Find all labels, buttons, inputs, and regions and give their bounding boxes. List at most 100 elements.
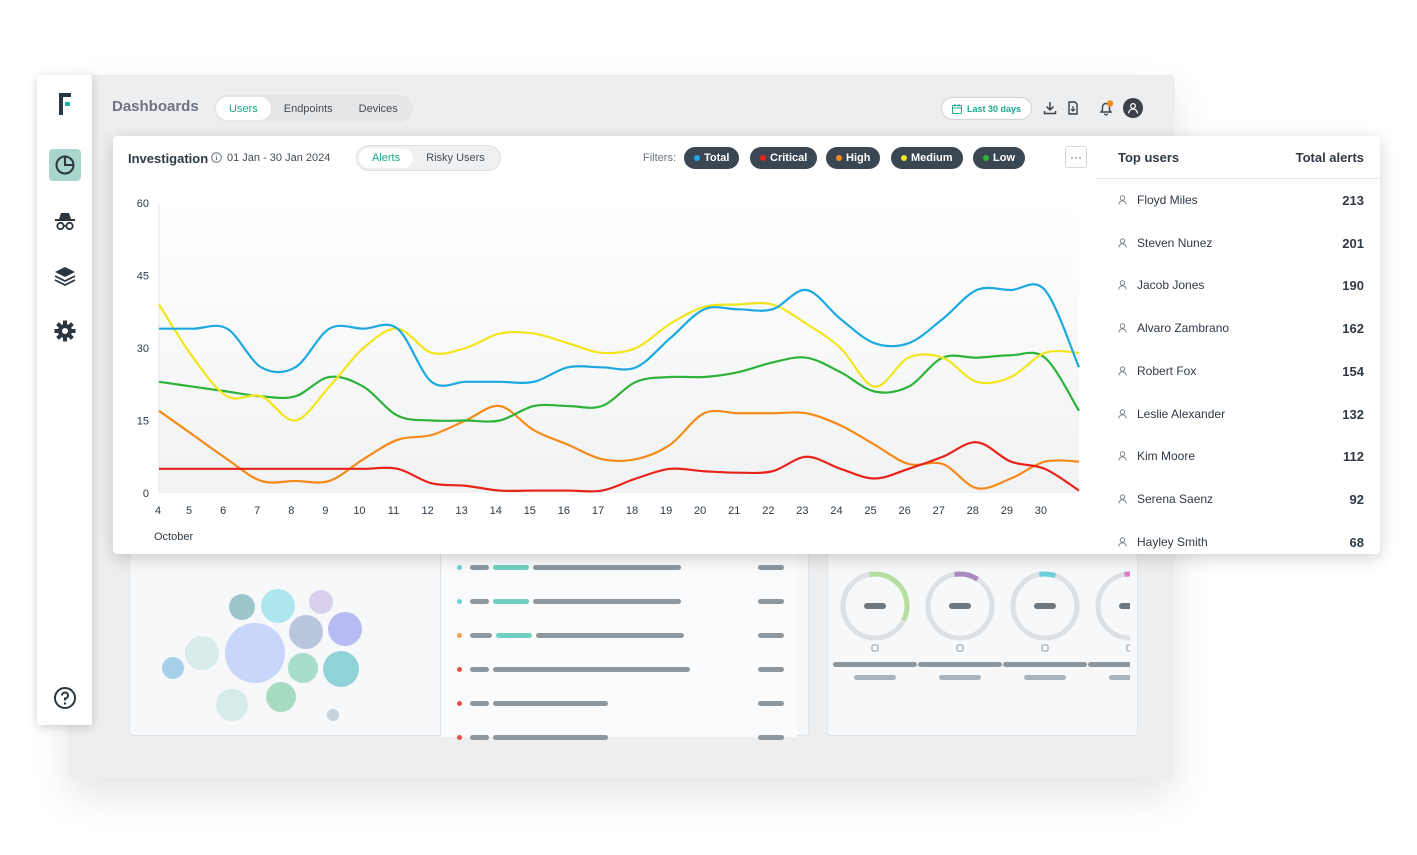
top-user-name: Steven Nunez: [1137, 235, 1213, 250]
list-bar: [758, 735, 784, 740]
x-tick-label: 16: [558, 505, 570, 517]
globe-icon: [1126, 644, 1130, 652]
filter-chip-total[interactable]: Total: [684, 147, 740, 169]
layers-icon: [54, 267, 76, 286]
top-user-row[interactable]: Kim Moore 112: [1096, 442, 1380, 470]
filter-label: High: [846, 152, 871, 164]
investigation-card: Investigation 01 Jan - 30 Jan 2024 Alert…: [113, 136, 1380, 554]
x-tick-label: 28: [967, 505, 979, 517]
top-user-row[interactable]: Hayley Smith 68: [1096, 528, 1380, 554]
gauge: [1088, 571, 1130, 680]
segment-risky-users[interactable]: Risky Users: [426, 152, 485, 164]
help-button[interactable]: [49, 682, 81, 714]
list-bar: [470, 599, 489, 604]
user-icon: [1118, 366, 1127, 376]
notifications-button[interactable]: [1097, 99, 1115, 117]
gauge-label-bar: [1088, 662, 1130, 667]
top-user-alert-count: 213: [1342, 193, 1364, 208]
total-alerts-title: Total alerts: [1295, 150, 1364, 165]
gauge: [833, 571, 917, 680]
x-tick-label: 5: [186, 505, 192, 517]
top-user-name: Kim Moore: [1137, 449, 1196, 464]
filter-chip-medium[interactable]: Medium: [891, 147, 963, 169]
list-dot: [457, 599, 462, 604]
filter-chip-high[interactable]: High: [826, 147, 881, 169]
list-dot: [457, 565, 462, 570]
sidebar-item-layers[interactable]: [49, 260, 81, 292]
tab-endpoints[interactable]: Endpoints: [283, 102, 333, 115]
user-icon: [1118, 451, 1127, 461]
export-button[interactable]: [1064, 99, 1082, 117]
filter-dot: [760, 155, 766, 161]
list-bar: [493, 565, 529, 570]
top-user-row[interactable]: Leslie Alexander 132: [1096, 400, 1380, 428]
sidebar-item-settings[interactable]: [49, 315, 81, 347]
top-user-row[interactable]: Floyd Miles 213: [1096, 186, 1380, 214]
x-tick-label: 12: [421, 505, 433, 517]
top-user-alert-count: 68: [1349, 534, 1364, 550]
list-bar: [533, 565, 681, 570]
x-tick-label: 11: [388, 505, 399, 517]
top-user-row[interactable]: Jacob Jones 190: [1096, 271, 1380, 299]
more-options-button[interactable]: ···: [1065, 146, 1087, 168]
list-bar: [470, 701, 489, 706]
filter-chip-low[interactable]: Low: [973, 147, 1025, 169]
top-user-row[interactable]: Alvaro Zambrano 162: [1096, 314, 1380, 342]
top-user-alert-count: 190: [1342, 278, 1364, 294]
investigation-title: Investigation: [128, 151, 209, 166]
list-dot: [457, 633, 462, 638]
top-user-name: Jacob Jones: [1137, 278, 1205, 293]
list-bar: [758, 667, 784, 672]
view-tabs: Users Endpoints Devices: [214, 95, 413, 122]
list-bar: [758, 701, 784, 706]
alerts-segmented-control: Alerts Risky Users: [356, 145, 501, 171]
sidebar-item-investigate[interactable]: [49, 205, 81, 237]
list-bar: [758, 599, 784, 604]
top-user-name: Leslie Alexander: [1137, 406, 1226, 421]
brand-logo: [59, 93, 71, 115]
gear-icon: [54, 320, 76, 342]
series-line-total: [159, 283, 1081, 387]
list-dot: [457, 735, 462, 740]
list-dot: [457, 667, 462, 672]
download-icon: [1043, 102, 1057, 115]
y-tick-label: 60: [137, 198, 149, 210]
top-user-alert-count: 132: [1342, 406, 1364, 422]
gauge-track: [1095, 571, 1130, 641]
list-bar: [493, 735, 608, 740]
y-tick-label: 45: [137, 271, 149, 283]
list-bar: [533, 599, 681, 604]
download-button[interactable]: [1041, 99, 1059, 117]
top-user-row[interactable]: Robert Fox 154: [1096, 357, 1380, 385]
list-bar: [493, 599, 529, 604]
filter-chip-critical[interactable]: Critical: [750, 147, 818, 169]
filter-label: Low: [993, 152, 1015, 164]
top-user-name: Serena Saenz: [1137, 491, 1214, 506]
top-user-name: Floyd Miles: [1137, 193, 1198, 207]
x-tick-label: 24: [830, 505, 842, 517]
top-user-row[interactable]: Serena Saenz 92: [1096, 485, 1380, 513]
list-bar: [493, 667, 690, 672]
user-icon: [1118, 494, 1127, 504]
segment-alerts[interactable]: Alerts: [359, 148, 414, 168]
filter-label: Total: [704, 152, 730, 164]
x-tick-label: 26: [899, 505, 911, 517]
series-line-critical: [159, 441, 1080, 493]
tab-devices[interactable]: Devices: [358, 102, 398, 115]
sidebar-item-dashboard[interactable]: [49, 149, 81, 181]
list-bar: [496, 633, 532, 638]
x-tick-label: 6: [220, 505, 226, 517]
info-icon[interactable]: [211, 152, 222, 163]
gauge-sublabel-bar: [854, 675, 896, 680]
bubble-group: [162, 589, 362, 721]
investigation-date-range: 01 Jan - 30 Jan 2024: [227, 152, 331, 164]
top-user-row[interactable]: Steven Nunez 201: [1096, 229, 1380, 257]
user-avatar[interactable]: [1123, 98, 1143, 118]
top-user-name: Alvaro Zambrano: [1137, 321, 1230, 336]
x-tick-label: 10: [353, 505, 365, 517]
calendar-icon: [952, 103, 962, 114]
tab-users[interactable]: Users: [216, 97, 271, 120]
list-bar: [470, 667, 489, 672]
date-range-button[interactable]: Last 30 days: [941, 97, 1033, 120]
